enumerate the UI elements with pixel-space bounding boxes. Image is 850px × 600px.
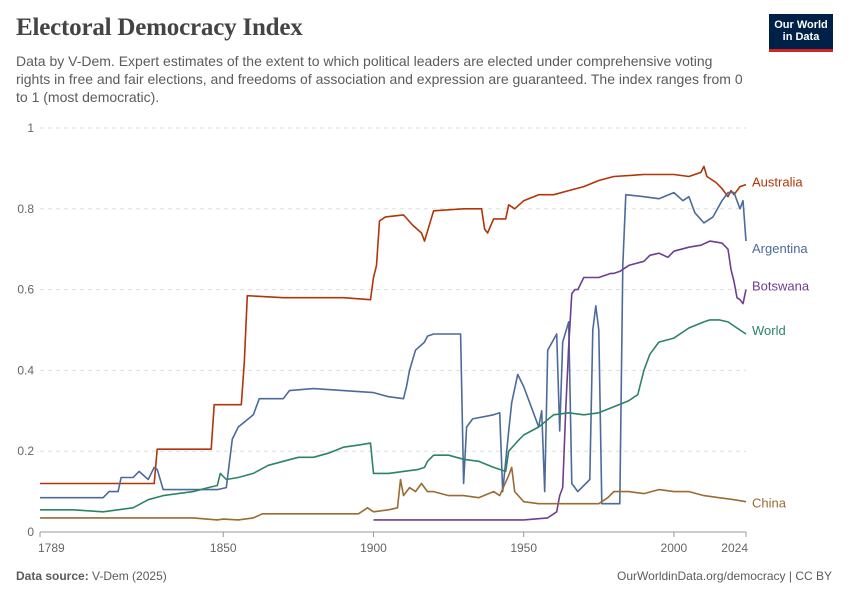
- series-line-botswana[interactable]: [373, 240, 747, 521]
- series-label-argentina[interactable]: Argentina: [752, 241, 808, 256]
- data-source-label: Data source:: [16, 569, 89, 583]
- x-tick-label: 2024: [721, 541, 748, 555]
- chart-title: Electoral Democracy Index: [16, 14, 303, 41]
- x-tick-label: 1900: [360, 541, 387, 555]
- y-tick-label: 0.8: [17, 202, 34, 216]
- series-line-argentina[interactable]: [40, 191, 747, 505]
- x-tick-label: 2000: [661, 541, 688, 555]
- x-tick-label: 1850: [210, 541, 237, 555]
- series-label-botswana[interactable]: Botswana: [752, 279, 810, 294]
- logo-text-line1: Our World: [774, 19, 828, 31]
- line-chart: 0 0.2 0.4 0.6 0.8 1 1789 1850 1900 1950 2000 2024 A…: [17, 121, 810, 555]
- series-label-world[interactable]: World: [752, 323, 786, 338]
- x-tick-label: 1950: [510, 541, 537, 555]
- y-tick-label: 0.4: [17, 363, 34, 377]
- footer-url[interactable]: OurWorldinData.org/democracy | CC BY: [617, 569, 832, 583]
- owid-logo[interactable]: Our World in Data: [769, 14, 833, 52]
- series-layer: [40, 165, 747, 521]
- grid-layer: [40, 127, 746, 452]
- series-line-china[interactable]: [40, 466, 747, 521]
- series-label-australia[interactable]: Australia: [752, 175, 803, 190]
- data-source: Data source: V-Dem (2025): [16, 569, 167, 583]
- y-tick-label: 0.2: [17, 444, 34, 458]
- chart-subtitle: Data by V-Dem. Expert estimates of the e…: [16, 53, 743, 105]
- axis-layer: 0 0.2 0.4 0.6 0.8 1 1789 1850 1900 1950 2000 2024: [17, 121, 748, 555]
- y-tick-label: 1: [27, 121, 34, 135]
- data-source-value[interactable]: V-Dem (2025): [92, 569, 167, 583]
- series-line-australia[interactable]: [40, 165, 747, 485]
- series-line-world[interactable]: [40, 319, 747, 513]
- logo-text-line2: in Data: [782, 31, 820, 43]
- y-tick-label: 0.6: [17, 283, 34, 297]
- series-label-layer: Australia Argentina Botswana World China: [752, 175, 810, 511]
- series-label-china[interactable]: China: [752, 496, 787, 511]
- x-tick-label: 1789: [38, 541, 65, 555]
- y-tick-label: 0: [27, 525, 34, 539]
